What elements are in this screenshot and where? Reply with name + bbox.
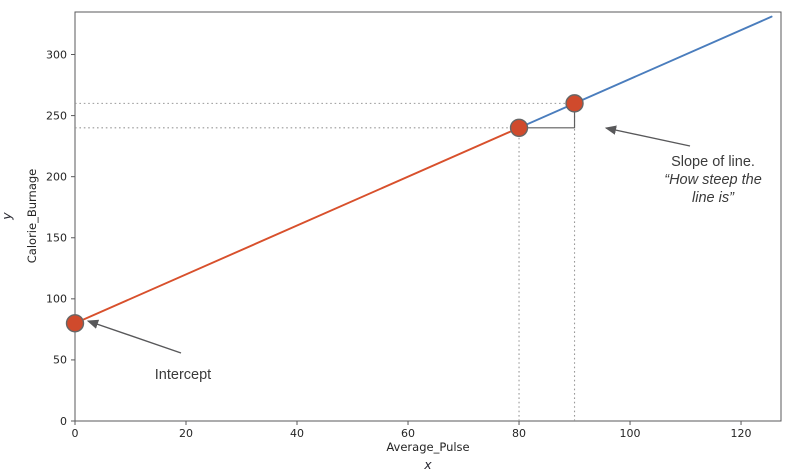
plot-border: [74, 11, 782, 422]
y-tick-label: 250: [46, 109, 67, 122]
data-point: [509, 118, 529, 138]
y-tick-label: 150: [46, 232, 67, 245]
y-axis-label: Calorie_Burnage: [25, 169, 39, 263]
y-tick-label: 100: [46, 293, 67, 306]
line-segment-lower: [74, 126, 520, 325]
x-tick-label: 100: [620, 427, 641, 440]
slope-arrow: [604, 125, 691, 147]
data-point: [65, 314, 85, 333]
slope-label-line-2: “How steep the: [664, 172, 762, 188]
x-axis-math-label: x: [423, 457, 432, 472]
y-tick-label: 50: [53, 354, 67, 367]
x-tick-label: 80: [512, 427, 526, 440]
intercept-arrow: [86, 319, 182, 354]
data-point: [565, 94, 584, 113]
line-segment-upper: [518, 15, 773, 129]
slope-label-line-1: Slope of line.: [671, 154, 755, 170]
x-tick-label: 0: [72, 427, 79, 440]
slope-label-line-3: line is”: [692, 190, 735, 206]
y-tick-label: 0: [60, 415, 67, 428]
x-tick-label: 60: [401, 427, 415, 440]
x-tick-label: 120: [731, 427, 752, 440]
y-axis-math-label: y: [0, 212, 14, 221]
x-tick-label: 20: [179, 427, 193, 440]
intercept-label: Intercept: [155, 367, 211, 383]
x-tick-label: 40: [290, 427, 304, 440]
y-tick-label: 200: [46, 170, 67, 183]
x-axis-label: Average_Pulse: [386, 440, 469, 454]
y-tick-label: 300: [46, 48, 67, 61]
